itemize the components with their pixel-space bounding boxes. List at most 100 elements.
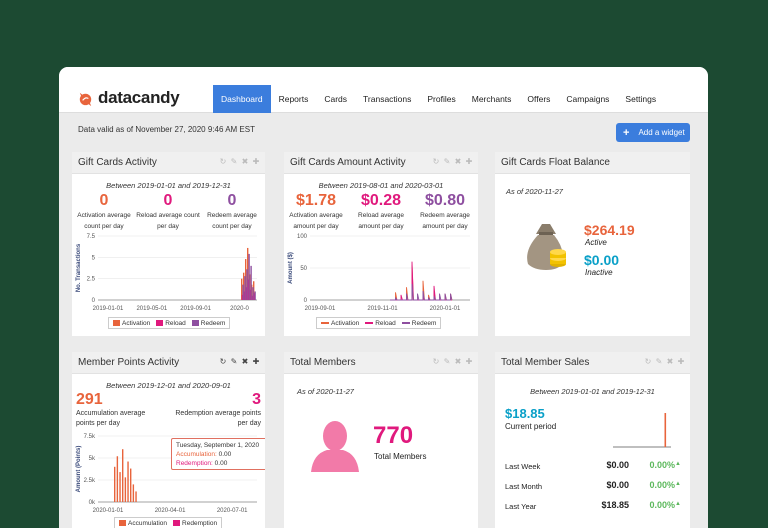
widget-title: Total Member Sales bbox=[501, 357, 590, 368]
close-icon[interactable]: ✖ bbox=[454, 157, 462, 166]
data-bar bbox=[242, 284, 244, 300]
nav-cards[interactable]: Cards bbox=[324, 94, 348, 104]
period-text: Between 2019-01-01 and 2019-12-31 bbox=[106, 181, 231, 190]
move-icon[interactable]: ✚ bbox=[465, 157, 473, 166]
edit-icon[interactable]: ✎ bbox=[443, 357, 451, 366]
move-icon[interactable]: ✚ bbox=[465, 357, 473, 366]
widget-header: Total Member Sales ↻ ✎ ✖ ✚ bbox=[495, 352, 690, 374]
data-bar bbox=[130, 468, 132, 502]
y-tick-label: 5 bbox=[92, 255, 96, 261]
y-tick-label: 0 bbox=[304, 298, 308, 304]
data-bar bbox=[135, 491, 137, 502]
legend-reload[interactable]: Reload bbox=[156, 320, 186, 327]
x-tick-label: 2020-01-01 bbox=[430, 306, 461, 312]
row-value: $0.00 bbox=[606, 480, 629, 490]
nav-transactions[interactable]: Transactions bbox=[363, 94, 412, 104]
widget-controls: ↻ ✎ ✖ ✚ bbox=[432, 157, 473, 167]
stat-activation: 0 Activation average count per day bbox=[72, 192, 136, 232]
stat-label: count per day bbox=[84, 223, 124, 230]
nav-settings[interactable]: Settings bbox=[625, 94, 657, 104]
widget-member-points-activity: Member Points Activity ↻ ✎ ✖ ✚ Between 2… bbox=[72, 352, 265, 528]
total-members-value: 770 bbox=[373, 422, 414, 449]
row-percent: 0.00% bbox=[649, 480, 675, 490]
move-icon[interactable]: ✚ bbox=[252, 157, 260, 166]
widget-gift-cards-amount-activity: Gift Cards Amount Activity ↻ ✎ ✖ ✚ Betwe… bbox=[284, 152, 478, 336]
move-icon[interactable]: ✚ bbox=[677, 357, 685, 366]
widget-controls: ↻ ✎ ✖ ✚ bbox=[219, 357, 260, 367]
widget-total-member-sales: Total Member Sales ↻ ✎ ✖ ✚ Between 2019-… bbox=[495, 352, 690, 528]
stat-value: $1.78 bbox=[295, 192, 337, 209]
widget-gift-cards-float-balance: Gift Cards Float Balance As of 2020-11-2… bbox=[495, 152, 690, 336]
edit-icon[interactable]: ✎ bbox=[443, 157, 451, 166]
data-bar bbox=[250, 265, 252, 300]
legend-redeem[interactable]: Redeem bbox=[191, 320, 225, 327]
stat-label: Redeem average bbox=[420, 212, 470, 219]
widget-controls: ↻ ✎ ✖ ✚ bbox=[644, 357, 685, 367]
data-bar bbox=[124, 477, 127, 502]
current-period-label: Current period bbox=[505, 422, 557, 431]
row-label: Last Year bbox=[505, 502, 537, 511]
refresh-icon[interactable]: ↻ bbox=[432, 357, 440, 366]
add-widget-button[interactable]: + Add a widget bbox=[616, 123, 690, 142]
refresh-icon[interactable]: ↻ bbox=[644, 357, 652, 366]
nav-profiles[interactable]: Profiles bbox=[427, 94, 456, 104]
legend-redemption[interactable]: Redemption bbox=[173, 520, 217, 527]
widget-controls: ↻ ✎ ✖ ✚ bbox=[219, 157, 260, 167]
redemption-label: per day bbox=[237, 420, 261, 427]
stat-label: amount per day bbox=[422, 223, 468, 230]
widget-title: Gift Cards Activity bbox=[78, 157, 157, 168]
x-tick-label: 2020-04-01 bbox=[155, 508, 186, 514]
gift-cards-activity-chart: 7.5 5 2.5 0 2019-01-01 2019-05-01 2019-09-01 20… bbox=[76, 234, 257, 312]
widget-gift-cards-activity: Gift Cards Activity ↻ ✎ ✖ ✚ Between 2019… bbox=[72, 152, 265, 336]
logo[interactable]: datacandy bbox=[76, 87, 180, 109]
data-valid-text: Data valid as of November 27, 2020 9:46 … bbox=[78, 125, 255, 134]
gift-cards-amount-chart: 100 50 0 2019-09-01 2019-11-01 2020-01-01 Amou… bbox=[288, 234, 470, 312]
data-line bbox=[390, 283, 453, 301]
up-arrow-icon: ▲ bbox=[675, 461, 681, 467]
refresh-icon[interactable]: ↻ bbox=[219, 357, 227, 366]
refresh-icon[interactable]: ↻ bbox=[432, 157, 440, 166]
period-text: Between 2019-08-01 and 2020-03-01 bbox=[318, 181, 444, 190]
chart-legend: Activation Reload Redeem bbox=[316, 317, 442, 329]
legend-reload[interactable]: Reload bbox=[365, 320, 396, 327]
move-icon[interactable]: ✚ bbox=[252, 357, 260, 366]
data-bar bbox=[119, 472, 121, 502]
nav-reports[interactable]: Reports bbox=[278, 94, 309, 104]
close-icon[interactable]: ✖ bbox=[454, 357, 462, 366]
add-widget-label: Add a widget bbox=[638, 128, 685, 137]
nav-dashboard[interactable]: Dashboard bbox=[213, 85, 271, 113]
legend-redeem[interactable]: Redeem bbox=[401, 320, 436, 327]
app-window: datacandy Dashboard Reports Cards Transa… bbox=[59, 67, 708, 528]
close-icon[interactable]: ✖ bbox=[241, 357, 249, 366]
edit-icon[interactable]: ✎ bbox=[230, 157, 238, 166]
main-nav: Dashboard Reports Cards Transactions Pro… bbox=[213, 85, 664, 113]
row-label: Last Month bbox=[505, 482, 543, 491]
data-bar bbox=[116, 456, 119, 502]
edit-icon[interactable]: ✎ bbox=[655, 357, 663, 366]
close-icon[interactable]: ✖ bbox=[666, 357, 674, 366]
candy-icon bbox=[79, 92, 92, 106]
accumulation-label: Accumulation average bbox=[76, 410, 146, 417]
plus-icon: + bbox=[623, 126, 630, 139]
nav-merchants[interactable]: Merchants bbox=[471, 94, 512, 104]
sales-row-last-month: Last Month $0.00 0.00% ▲ bbox=[505, 479, 681, 493]
money-bag-icon bbox=[527, 224, 566, 270]
edit-icon[interactable]: ✎ bbox=[230, 357, 238, 366]
refresh-icon[interactable]: ↻ bbox=[219, 157, 227, 166]
accumulation-value: 291 bbox=[76, 391, 103, 408]
y-tick-label: 7.5 bbox=[87, 234, 96, 240]
chart-legend: Accumulation Redemption bbox=[114, 517, 223, 528]
widget-header: Member Points Activity ↻ ✎ ✖ ✚ bbox=[72, 352, 265, 374]
nav-campaigns[interactable]: Campaigns bbox=[566, 94, 610, 104]
legend-activation[interactable]: Activation bbox=[113, 320, 150, 327]
x-tick-label: 2020-0 bbox=[230, 306, 249, 312]
x-tick-label: 2020-01-01 bbox=[93, 508, 124, 514]
legend-activation[interactable]: Activation bbox=[321, 320, 359, 327]
data-bar bbox=[114, 466, 116, 502]
tooltip-redemption: Redemption: 0.00 bbox=[176, 460, 228, 467]
accumulation-label: points per day bbox=[76, 420, 120, 427]
close-icon[interactable]: ✖ bbox=[241, 157, 249, 166]
nav-offers[interactable]: Offers bbox=[527, 94, 551, 104]
legend-accumulation[interactable]: Accumulation bbox=[119, 520, 167, 527]
inactive-value: $0.00 bbox=[584, 252, 620, 268]
